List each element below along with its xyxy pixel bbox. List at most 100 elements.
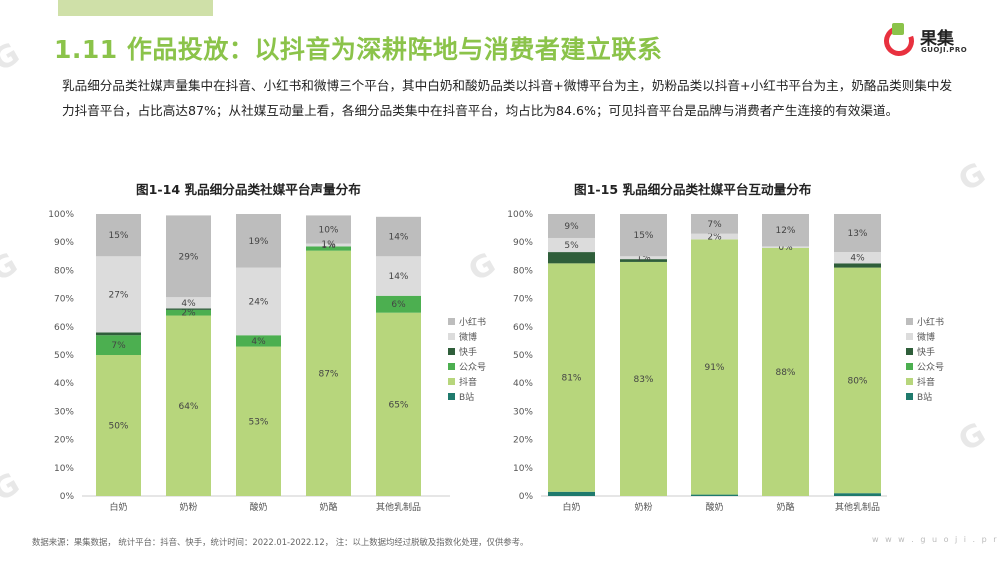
summary-paragraph: 乳品细分品类社媒声量集中在抖音、小红书和微博三个平台，其中白奶和酸奶品类以抖音+…	[62, 78, 953, 118]
bar-data-label: 2%	[181, 309, 196, 319]
bar-segment-快手	[548, 252, 595, 264]
bar-data-label: 53%	[248, 417, 268, 427]
bar-data-label: 27%	[108, 290, 128, 300]
y-tick-label: 40%	[54, 379, 74, 389]
bar-data-label: 5%	[564, 241, 579, 251]
y-tick-label: 20%	[513, 436, 533, 446]
bar-data-label: 4%	[251, 337, 266, 347]
bar-data-label: 81%	[561, 374, 581, 384]
legend-label: B站	[459, 391, 474, 403]
bar-data-label: 19%	[248, 237, 268, 247]
bar-data-label: 1%	[321, 241, 336, 251]
bar-segment-快手	[96, 332, 141, 336]
bar-data-label: 2%	[707, 233, 722, 243]
legend-swatch-抖音	[906, 378, 913, 385]
bar-segment-小红书	[834, 214, 881, 253]
legend-label: 公众号	[459, 362, 486, 373]
bar-data-label: 64%	[178, 402, 198, 412]
bar-segment-B站	[834, 493, 881, 496]
bar-data-label: 83%	[633, 375, 653, 385]
legend-label: 快手	[459, 346, 477, 358]
legend-label: 小红书	[459, 316, 486, 328]
y-tick-label: 10%	[513, 464, 533, 474]
bar-segment-公众号	[236, 335, 281, 347]
bar-segment-微博	[236, 267, 281, 336]
bar-segment-抖音	[306, 250, 351, 496]
y-tick-label: 70%	[513, 295, 533, 305]
legend-swatch-小红书	[906, 318, 913, 325]
bar-data-label: 0%	[778, 243, 793, 253]
bar-segment-B站	[548, 491, 595, 496]
bar-segment-快手	[834, 263, 881, 268]
x-tick-label: 其他乳制品	[835, 501, 880, 513]
bar-data-label: 12%	[775, 226, 795, 236]
legend-swatch-小红书	[448, 318, 455, 325]
legend-swatch-公众号	[906, 363, 913, 370]
bar-data-label: 29%	[178, 252, 198, 262]
bar-segment-快手	[620, 259, 667, 262]
x-tick-label: 酸奶	[249, 501, 267, 513]
bar-segment-公众号	[376, 295, 421, 313]
y-tick-label: 80%	[54, 266, 74, 276]
bar-data-label: 65%	[388, 400, 408, 410]
bar-segment-公众号	[96, 335, 141, 355]
y-tick-label: 30%	[54, 407, 74, 417]
bar-segment-公众号	[306, 246, 351, 251]
bar-segment-微博	[166, 297, 211, 309]
logo-text: 果集	[920, 29, 954, 49]
bar-segment-抖音	[236, 346, 281, 496]
legend-label: 公众号	[917, 362, 944, 373]
bar-segment-小红书	[236, 214, 281, 268]
y-tick-label: 100%	[507, 210, 533, 220]
bar-segment-小红书	[96, 214, 141, 257]
bar-segment-B站	[691, 494, 738, 496]
bar-segment-微博	[96, 256, 141, 333]
y-tick-label: 80%	[513, 266, 533, 276]
bar-data-label: 80%	[847, 376, 867, 386]
bar-segment-抖音	[166, 315, 211, 496]
y-tick-label: 100%	[48, 210, 74, 220]
legend-label: 抖音	[459, 376, 477, 388]
y-tick-label: 10%	[54, 464, 74, 474]
bar-data-label: 15%	[633, 231, 653, 241]
bar-segment-抖音	[376, 312, 421, 496]
bar-segment-抖音	[762, 247, 809, 496]
bar-data-label: 15%	[108, 231, 128, 241]
legend-swatch-公众号	[448, 363, 455, 370]
y-tick-label: 50%	[513, 351, 533, 361]
x-tick-label: 奶粉	[179, 501, 197, 513]
legend-swatch-快手	[448, 348, 455, 355]
bar-data-label: 9%	[564, 222, 579, 232]
bar-data-label: 1%	[321, 240, 336, 250]
chart-2-title: 图1-15 乳品细分品类社媒平台互动量分布	[574, 182, 812, 197]
legend-label: B站	[917, 391, 932, 403]
y-tick-label: 50%	[54, 351, 74, 361]
legend-label: 小红书	[917, 316, 944, 328]
bar-segment-微博	[834, 252, 881, 264]
bar-data-label: 91%	[704, 363, 724, 373]
x-tick-label: 酸奶	[705, 501, 723, 513]
y-tick-label: 0%	[519, 492, 534, 502]
legend-label: 快手	[917, 346, 935, 358]
legend-label: 微博	[917, 331, 935, 343]
bar-data-label: 87%	[318, 369, 338, 379]
legend-label: 微博	[459, 331, 477, 343]
bar-segment-公众号	[166, 309, 211, 316]
y-tick-label: 40%	[513, 379, 533, 389]
legend-swatch-抖音	[448, 378, 455, 385]
bar-data-label: 13%	[847, 229, 867, 239]
bar-data-label: 6%	[391, 300, 406, 310]
logo-subtext: GUOJI.PRO	[921, 46, 968, 54]
bar-data-label: 88%	[775, 368, 795, 378]
y-tick-label: 70%	[54, 295, 74, 305]
x-tick-label: 奶酪	[319, 501, 337, 513]
x-tick-label: 奶粉	[634, 501, 652, 513]
bar-segment-小红书	[762, 214, 809, 247]
logo-leaf-icon	[892, 23, 904, 35]
legend-swatch-快手	[906, 348, 913, 355]
legend-swatch-微博	[448, 333, 455, 340]
bar-segment-小红书	[306, 215, 351, 244]
page-title: 1.11 作品投放：以抖音为深耕阵地与消费者建立联系	[54, 35, 663, 64]
chart-1-title: 图1-14 乳品细分品类社媒平台声量分布	[136, 182, 361, 197]
